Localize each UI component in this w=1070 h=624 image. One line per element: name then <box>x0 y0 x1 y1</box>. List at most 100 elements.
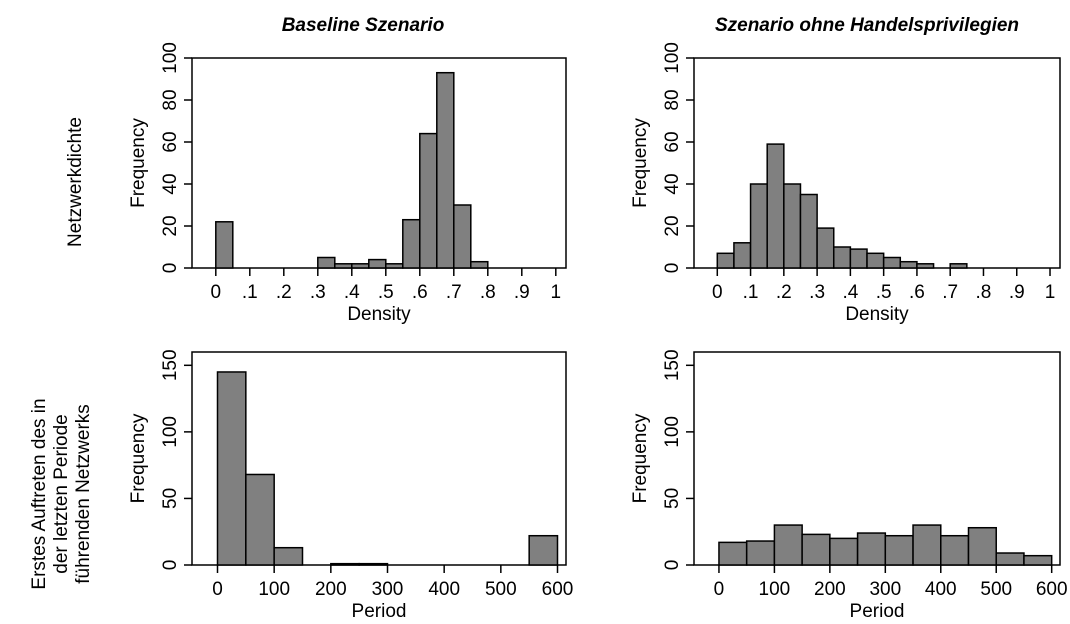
histogram-bar <box>245 473 275 566</box>
histogram-bar <box>385 263 404 269</box>
x-tick-label: .2 <box>276 282 292 303</box>
y-tick-label: 40 <box>160 173 181 194</box>
y-tick-label: 40 <box>662 173 683 194</box>
histogram-bar <box>368 258 387 269</box>
histogram-bar <box>799 193 818 269</box>
histogram-bar <box>351 263 370 269</box>
y-tick-label: 100 <box>662 42 683 74</box>
histogram-bar <box>995 552 1025 566</box>
x-tick-label: .7 <box>446 282 462 303</box>
histogram-bar <box>745 540 776 566</box>
histogram-panel-1: 0 20 40 60 80 100 0 .1 .2 .3 .4 .5 .6 .7 .8 .9 1 Density F… <box>128 42 567 325</box>
histogram-bar <box>940 534 970 566</box>
histogram-bar <box>402 218 421 269</box>
x-tick-label: .5 <box>378 282 394 303</box>
x-tick-label: 500 <box>485 579 517 600</box>
column-title-ohne-handelsprivilegien: Szenario ohne Handelsprivilegien <box>715 15 1019 36</box>
histogram-panels: 0 20 40 60 80 100 0 .1 .2 .3 .4 .5 .6 .7 .8 .9 1 Density F… <box>128 42 1068 622</box>
histogram-bar <box>856 532 887 566</box>
y-tick-label: 50 <box>662 488 683 509</box>
x-tick-label: 400 <box>925 579 957 600</box>
x-tick-label: 500 <box>980 579 1012 600</box>
y-tick-label: 20 <box>662 215 683 236</box>
x-tick-label: 0 <box>712 282 723 303</box>
y-tick-label: 20 <box>160 215 181 236</box>
histogram-panel-4: 0 50 100 150 0 100 200 300 400 500 600 Period Freque… <box>630 349 1068 622</box>
histogram-bar <box>436 71 455 269</box>
row-label-line-3: führenden Netzwerks <box>73 404 94 584</box>
histogram-bar <box>419 132 438 269</box>
histogram-bar <box>273 546 304 566</box>
y-tick-label: 100 <box>662 416 683 448</box>
row-label-erstes-auftreten: Erstes Auftreten des in der letzten Peri… <box>29 398 94 589</box>
row-label-line-1: Erstes Auftreten des in <box>29 398 50 589</box>
histogram-bar <box>215 221 234 269</box>
y-axis-label: Frequency <box>630 413 651 503</box>
x-tick-label: 200 <box>315 579 347 600</box>
histogram-bar <box>470 260 489 269</box>
histogram-bar <box>912 524 942 566</box>
x-tick-label: 400 <box>428 579 460 600</box>
histogram-bar <box>832 246 852 269</box>
histogram-bar <box>528 534 559 566</box>
y-tick-label: 50 <box>160 488 181 509</box>
x-tick-label: 100 <box>258 579 290 600</box>
x-tick-label: 1 <box>1045 282 1056 303</box>
histogram-bar <box>866 252 885 269</box>
x-tick-label: 0 <box>714 579 725 600</box>
x-tick-label: .9 <box>514 282 530 303</box>
y-tick-label: 150 <box>160 349 181 381</box>
histogram-bar <box>916 263 935 269</box>
x-tick-label: .8 <box>976 282 992 303</box>
x-tick-label: 300 <box>372 579 404 600</box>
y-tick-label: 60 <box>662 131 683 152</box>
y-tick-label: 100 <box>160 42 181 74</box>
y-tick-label: 100 <box>160 416 181 448</box>
histogram-bar <box>967 526 997 566</box>
x-tick-label: .3 <box>310 282 326 303</box>
histogram-panel-3: 0 50 100 150 0 100 200 300 400 500 600 Period Freque… <box>128 349 573 622</box>
x-tick-label: .3 <box>809 282 825 303</box>
histogram-bar <box>949 263 968 269</box>
histogram-bar <box>716 252 735 269</box>
x-tick-label: .9 <box>1009 282 1025 303</box>
histogram-bar <box>330 562 360 566</box>
x-tick-label: .4 <box>842 282 858 303</box>
histogram-bar <box>749 183 768 269</box>
x-tick-label: .4 <box>344 282 360 303</box>
histogram-bar <box>317 256 336 269</box>
x-tick-label: .8 <box>480 282 496 303</box>
histogram-bar <box>766 143 785 269</box>
plot-frame <box>693 57 1061 269</box>
y-tick-label: 0 <box>160 263 181 274</box>
x-tick-label: .2 <box>776 282 792 303</box>
histogram-bar <box>1023 554 1053 566</box>
histogram-bar <box>718 541 748 566</box>
histogram-bar <box>882 256 902 269</box>
y-tick-label: 80 <box>662 89 683 110</box>
histogram-bar <box>453 204 472 269</box>
x-tick-label: 300 <box>869 579 901 600</box>
y-tick-label: 150 <box>662 349 683 381</box>
x-tick-label: .5 <box>876 282 892 303</box>
x-tick-label: .7 <box>942 282 958 303</box>
y-axis-label: Frequency <box>128 413 149 503</box>
x-tick-label: 600 <box>542 579 574 600</box>
histogram-bar <box>849 248 868 269</box>
x-tick-label: .1 <box>743 282 759 303</box>
y-tick-label: 0 <box>160 560 181 571</box>
histogram-bar <box>829 537 859 566</box>
y-axis-label: Frequency <box>630 118 651 208</box>
x-tick-label: .6 <box>909 282 925 303</box>
x-tick-label: .6 <box>412 282 428 303</box>
histogram-bar <box>783 183 802 269</box>
x-axis-label: Density <box>845 304 909 325</box>
y-axis-label: Frequency <box>128 118 149 208</box>
y-tick-label: 0 <box>662 263 683 274</box>
x-axis-label: Density <box>347 304 411 325</box>
plot-frame <box>191 57 567 269</box>
histogram-panel-2: 0 20 40 60 80 100 0 .1 .2 .3 .4 .5 .6 .7 .8 .9 1 Density F… <box>630 42 1061 325</box>
y-tick-label: 80 <box>160 89 181 110</box>
x-tick-label: 0 <box>212 579 223 600</box>
x-axis-label: Period <box>850 601 905 622</box>
